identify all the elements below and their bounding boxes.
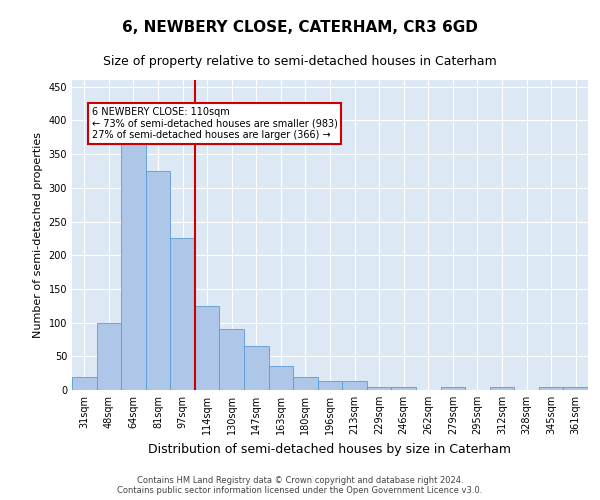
Bar — [367, 386, 391, 390]
Bar — [72, 376, 97, 390]
Bar — [220, 330, 244, 390]
Text: Size of property relative to semi-detached houses in Caterham: Size of property relative to semi-detach… — [103, 55, 497, 68]
Bar — [293, 376, 318, 390]
Text: 6, NEWBERY CLOSE, CATERHAM, CR3 6GD: 6, NEWBERY CLOSE, CATERHAM, CR3 6GD — [122, 20, 478, 35]
Bar — [146, 171, 170, 390]
Bar — [170, 238, 195, 390]
Bar — [440, 386, 465, 390]
Text: Contains HM Land Registry data © Crown copyright and database right 2024.
Contai: Contains HM Land Registry data © Crown c… — [118, 476, 482, 495]
Bar — [269, 366, 293, 390]
Bar — [97, 324, 121, 390]
Bar — [342, 381, 367, 390]
Bar — [121, 140, 146, 390]
Bar — [563, 386, 588, 390]
Bar — [391, 386, 416, 390]
Bar — [490, 386, 514, 390]
Text: 6 NEWBERY CLOSE: 110sqm
← 73% of semi-detached houses are smaller (983)
27% of s: 6 NEWBERY CLOSE: 110sqm ← 73% of semi-de… — [92, 107, 338, 140]
X-axis label: Distribution of semi-detached houses by size in Caterham: Distribution of semi-detached houses by … — [149, 442, 511, 456]
Y-axis label: Number of semi-detached properties: Number of semi-detached properties — [33, 132, 43, 338]
Bar — [244, 346, 269, 390]
Bar — [318, 381, 342, 390]
Bar — [539, 386, 563, 390]
Bar — [195, 306, 220, 390]
